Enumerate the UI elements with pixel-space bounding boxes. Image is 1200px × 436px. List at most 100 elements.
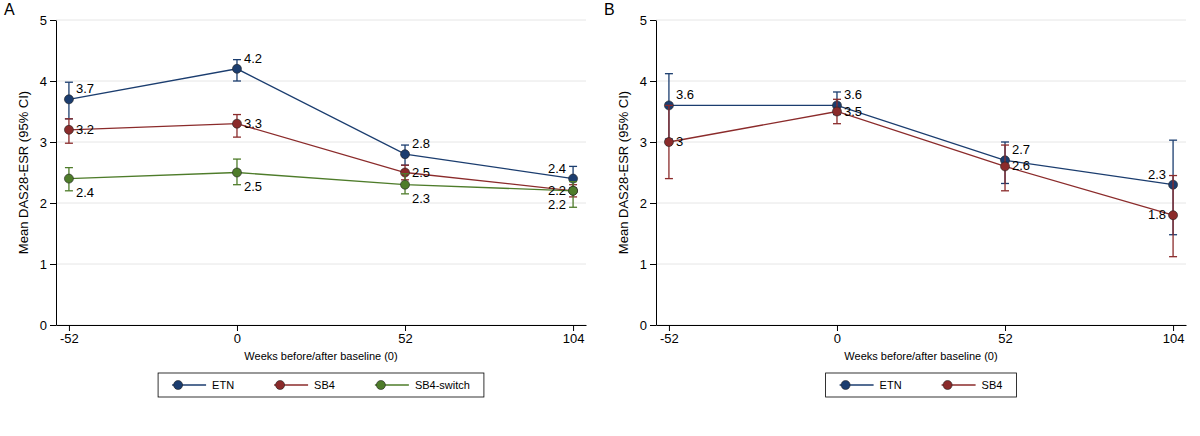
grid-line	[656, 142, 1186, 143]
error-bar	[1169, 176, 1177, 257]
tick-mark	[650, 325, 656, 326]
legend-label: SB4	[982, 379, 1003, 391]
data-label: 3.5	[844, 104, 862, 119]
data-label: 3.3	[244, 116, 262, 131]
marker	[401, 150, 410, 159]
tick-label: 104	[1163, 331, 1185, 346]
data-label: 3.7	[76, 81, 94, 96]
axis-line	[656, 21, 657, 326]
tick-mark	[50, 81, 56, 82]
marker	[64, 125, 73, 134]
tick: -52	[60, 325, 79, 346]
tick: 3	[640, 135, 656, 150]
marker	[401, 180, 410, 189]
error-bar	[401, 174, 409, 194]
series	[64, 60, 577, 188]
error-bar-cap	[401, 144, 409, 145]
tick-mark	[650, 20, 656, 21]
y-axis: 012345	[640, 13, 657, 333]
tick: 4	[40, 74, 56, 89]
line	[69, 69, 573, 179]
error-bar-cap	[1001, 190, 1009, 191]
line	[669, 112, 1173, 216]
legend-box	[158, 373, 484, 397]
tick-mark	[650, 81, 656, 82]
data-label: 2.5	[412, 165, 430, 180]
x-axis-title: Weeks before/after baseline (0)	[844, 350, 997, 362]
tick-mark	[837, 325, 838, 331]
legend-item: ETN	[172, 379, 234, 391]
tick-mark	[1173, 325, 1174, 331]
data-label: 2.7	[1012, 142, 1030, 157]
series	[664, 99, 1177, 256]
legend-marker	[943, 381, 952, 390]
legend-label: SB4	[314, 379, 335, 391]
grid-line	[656, 264, 1186, 265]
axis-line	[57, 325, 587, 326]
axis-line	[657, 325, 1187, 326]
error-bar-cap	[1169, 140, 1177, 141]
data-label: 2.3	[412, 191, 430, 206]
error-bar-cap	[65, 118, 73, 119]
legend-item: ETN	[840, 379, 902, 391]
tick-label: 0	[234, 331, 241, 346]
data-label: 1.8	[1148, 207, 1166, 222]
tick-mark	[69, 325, 70, 331]
tick-mark	[237, 325, 238, 331]
grid-line	[56, 325, 586, 326]
error-bar-cap	[833, 91, 841, 92]
legend-marker	[174, 381, 183, 390]
x-axis: -52 0 52 104	[57, 325, 587, 346]
grid-line	[656, 81, 1186, 82]
figure: A012345-52052104Mean DAS28-ESR (95% CI)W…	[0, 0, 1200, 436]
error-bar-cap	[665, 178, 673, 179]
error-bar	[665, 105, 673, 178]
data-label: 3.6	[676, 87, 694, 102]
y-axis-title: Mean DAS28-ESR (95% CI)	[16, 91, 31, 254]
tick-label: 104	[563, 331, 585, 346]
grid-line	[56, 142, 586, 143]
panel: B012345-52052104Mean DAS28-ESR (95% CI)W…	[604, 1, 1187, 397]
legend-items: ETN SB4	[840, 379, 1003, 391]
grid-line	[56, 20, 586, 21]
data-label: 2.6	[1012, 158, 1030, 173]
tick-label: 3	[40, 135, 47, 150]
line	[69, 124, 573, 191]
grid	[656, 20, 1186, 325]
x-axis-title: Weeks before/after baseline (0)	[244, 350, 397, 362]
panel: A012345-52052104Mean DAS28-ESR (95% CI)W…	[4, 1, 587, 397]
panel-title: A	[4, 1, 15, 18]
marker	[569, 174, 578, 183]
tick: 3	[40, 135, 56, 150]
grid-line	[656, 203, 1186, 204]
tick-label: 4	[40, 74, 47, 89]
error-bar	[569, 185, 577, 197]
grid	[56, 20, 586, 325]
data-labels: 3.63.62.72.333.52.61.8	[676, 87, 1166, 222]
plot-area	[64, 60, 577, 208]
tick-mark	[650, 264, 656, 265]
plot-area	[664, 74, 1177, 257]
tick-label: 52	[398, 331, 412, 346]
tick-label: 5	[40, 13, 47, 28]
tick: 2	[40, 196, 56, 211]
tick-label: -52	[60, 331, 79, 346]
marker	[832, 107, 841, 116]
marker	[569, 186, 578, 195]
tick-mark	[650, 142, 656, 143]
data-label: 2.4	[548, 161, 566, 176]
data-label: 2.3	[1148, 167, 1166, 182]
marker	[232, 168, 241, 177]
marker	[232, 119, 241, 128]
panel-title: B	[604, 1, 615, 18]
error-bar-cap	[65, 118, 73, 119]
error-bar-cap	[401, 165, 409, 166]
error-bar	[833, 99, 841, 123]
error-bar-cap	[233, 80, 241, 81]
legend-item: SB4	[274, 379, 335, 391]
legend: ETNSB4SB4-switch	[158, 373, 484, 397]
error-bar	[65, 119, 73, 143]
tick: 104	[1163, 325, 1185, 346]
tick-mark	[50, 142, 56, 143]
grid-line	[56, 264, 586, 265]
